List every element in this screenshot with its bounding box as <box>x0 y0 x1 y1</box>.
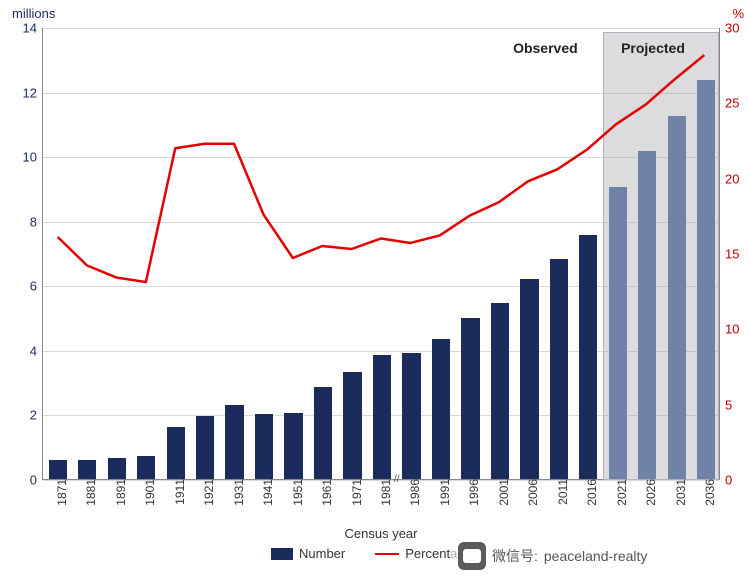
x-tick: 1891 <box>109 479 127 506</box>
y-left-axis-title: millions <box>12 6 55 21</box>
legend-item-number: Number <box>271 546 345 561</box>
y-right-tick: 30 <box>719 21 739 36</box>
watermark-prefix: 微信号: <box>492 546 538 566</box>
y-left-tick: 6 <box>30 279 43 294</box>
y-left-tick: 0 <box>30 473 43 488</box>
x-tick: 2036 <box>699 479 717 506</box>
x-tick: 1986 <box>404 479 422 506</box>
plot-area: 02468101214051015202530ObservedProjected… <box>42 28 720 480</box>
y-left-tick: 2 <box>30 408 43 423</box>
x-tick: 1991 <box>434 479 452 506</box>
x-tick: 1911 <box>168 479 186 505</box>
x-tick: 2011 <box>552 479 570 505</box>
y-right-tick: 0 <box>719 473 732 488</box>
x-tick: 2006 <box>522 479 540 506</box>
y-right-tick: 15 <box>719 247 739 262</box>
y-right-axis-title: % <box>732 6 744 21</box>
percentage-line <box>43 28 719 479</box>
x-tick: 1981 <box>375 479 393 506</box>
wechat-icon <box>458 542 486 570</box>
legend-swatch-line <box>375 553 399 555</box>
legend-label-number: Number <box>299 546 345 561</box>
y-right-tick: 10 <box>719 322 739 337</box>
x-tick: 1901 <box>139 479 157 506</box>
y-right-tick: 25 <box>719 96 739 111</box>
x-tick: 2026 <box>640 479 658 506</box>
y-left-tick: 10 <box>23 150 43 165</box>
y-left-tick: 14 <box>23 21 43 36</box>
chart-container: millions % 02468101214051015202530Observ… <box>0 0 750 582</box>
y-left-tick: 8 <box>30 214 43 229</box>
x-tick: 1996 <box>463 479 481 506</box>
x-tick: 1871 <box>51 479 69 506</box>
x-tick: 2021 <box>611 479 629 506</box>
x-tick: 1971 <box>345 479 363 506</box>
legend: Number Percentage <box>271 546 472 561</box>
watermark-id: peaceland-realty <box>544 548 648 564</box>
x-tick: 1931 <box>227 479 245 506</box>
x-tick: 1961 <box>316 479 334 506</box>
x-tick: 1941 <box>257 479 275 506</box>
x-tick: 1881 <box>80 479 98 506</box>
y-right-tick: 20 <box>719 171 739 186</box>
y-left-tick: 4 <box>30 343 43 358</box>
x-tick: 2016 <box>581 479 599 506</box>
x-tick: 2031 <box>670 479 688 506</box>
x-tick: 1951 <box>286 479 304 506</box>
x-tick: 2001 <box>493 479 511 506</box>
x-tick: 1921 <box>198 479 216 506</box>
y-left-tick: 12 <box>23 85 43 100</box>
legend-swatch-bar <box>271 548 293 560</box>
watermark: 微信号: peaceland-realty <box>450 538 655 574</box>
y-right-tick: 5 <box>719 397 732 412</box>
